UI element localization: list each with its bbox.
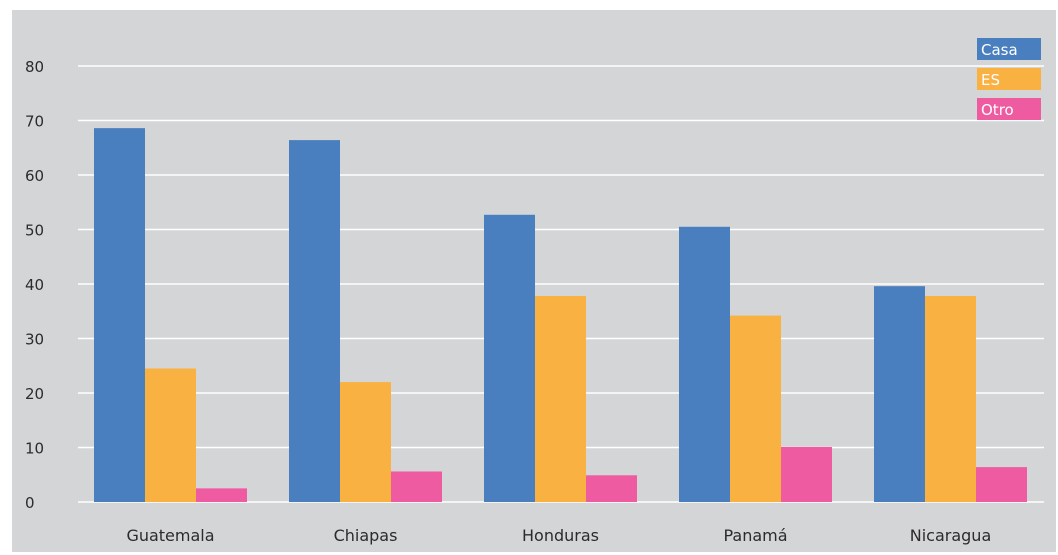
x-category-label-1: Guatemala [126,526,214,545]
y-tick-label-60: 60 [25,167,44,185]
y-tick-label-70: 70 [25,113,44,131]
bar-otro-5 [976,467,1027,502]
legend-label-casa: Casa [981,41,1018,59]
legend-swatch-casa [977,38,1041,60]
bar-casa-2 [289,140,340,502]
bar-es-3 [535,295,586,502]
bar-es-1 [145,368,196,502]
x-category-label-2: Chiapas [334,526,398,545]
y-tick-label-30: 30 [25,331,44,349]
bar-es-2 [340,382,391,502]
bar-casa-1 [94,128,145,502]
bar-casa-5 [874,286,925,502]
x-category-label-5: Nicaragua [910,526,992,545]
bar-casa-4 [679,226,730,502]
legend: Casa ES Otro [977,38,1041,120]
legend-swatch-otro [977,98,1041,120]
x-category-label-4: Panamá [723,526,787,545]
x-category-label-3: Honduras [522,526,599,545]
bar-es-4 [730,315,781,502]
legend-label-otro: Otro [981,101,1014,119]
legend-label-es: ES [981,71,1000,89]
y-tick-label-40: 40 [25,276,44,294]
bar-otro-1 [196,488,247,502]
bar-otro-2 [391,471,442,502]
bar-casa-3 [484,214,535,502]
y-tick-label-20: 20 [25,385,44,403]
y-tick-label-50: 50 [25,222,44,240]
y-axis-ticks: 0 10 20 30 40 50 60 70 80 [25,58,44,512]
bars [94,128,1027,502]
bar-otro-4 [781,446,832,502]
y-tick-label-80: 80 [25,58,44,76]
legend-swatch-es [977,68,1041,90]
y-tick-label-0: 0 [25,494,35,512]
bar-es-5 [925,295,976,502]
x-axis-categories: Guatemala Chiapas Honduras Panamá Nicaragua [126,526,991,545]
y-tick-label-10: 10 [25,440,44,458]
bar-otro-3 [586,475,637,502]
